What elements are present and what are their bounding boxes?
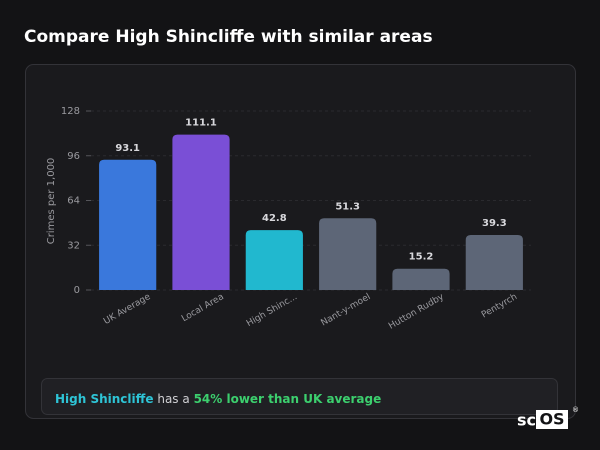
summary-text: High Shincliffe has a 54% lower than UK … <box>55 392 381 406</box>
value-label: 15.2 <box>409 252 434 263</box>
bar <box>99 159 157 290</box>
y-tick-label: 96 <box>67 151 80 162</box>
value-label: 42.8 <box>262 213 287 224</box>
bar <box>245 230 303 290</box>
logo-suffix: OS <box>539 410 564 429</box>
value-label: 51.3 <box>335 201 360 212</box>
logo-prefix: sc <box>517 411 536 430</box>
y-tick-label: 64 <box>67 196 80 207</box>
y-tick-label: 32 <box>67 240 80 251</box>
summary-box <box>41 378 558 415</box>
y-tick-label: 0 <box>74 285 80 296</box>
logo-mark: ® <box>572 406 579 414</box>
summary-area: High Shincliffe <box>55 392 154 406</box>
page-title: Compare High Shincliffe with similar are… <box>24 27 433 47</box>
y-axis-label: Crimes per 1,000 <box>46 158 57 245</box>
y-tick-label: 128 <box>61 106 80 117</box>
value-label: 39.3 <box>482 218 507 229</box>
bar <box>465 235 523 290</box>
value-label: 111.1 <box>185 118 217 129</box>
value-label: 93.1 <box>115 143 140 154</box>
summary-middle: has a <box>157 392 189 406</box>
logo-box <box>536 410 568 429</box>
bar <box>172 134 230 290</box>
summary-highlight: 54% lower than UK average <box>194 392 382 406</box>
bar <box>392 268 450 290</box>
bar <box>319 218 377 290</box>
